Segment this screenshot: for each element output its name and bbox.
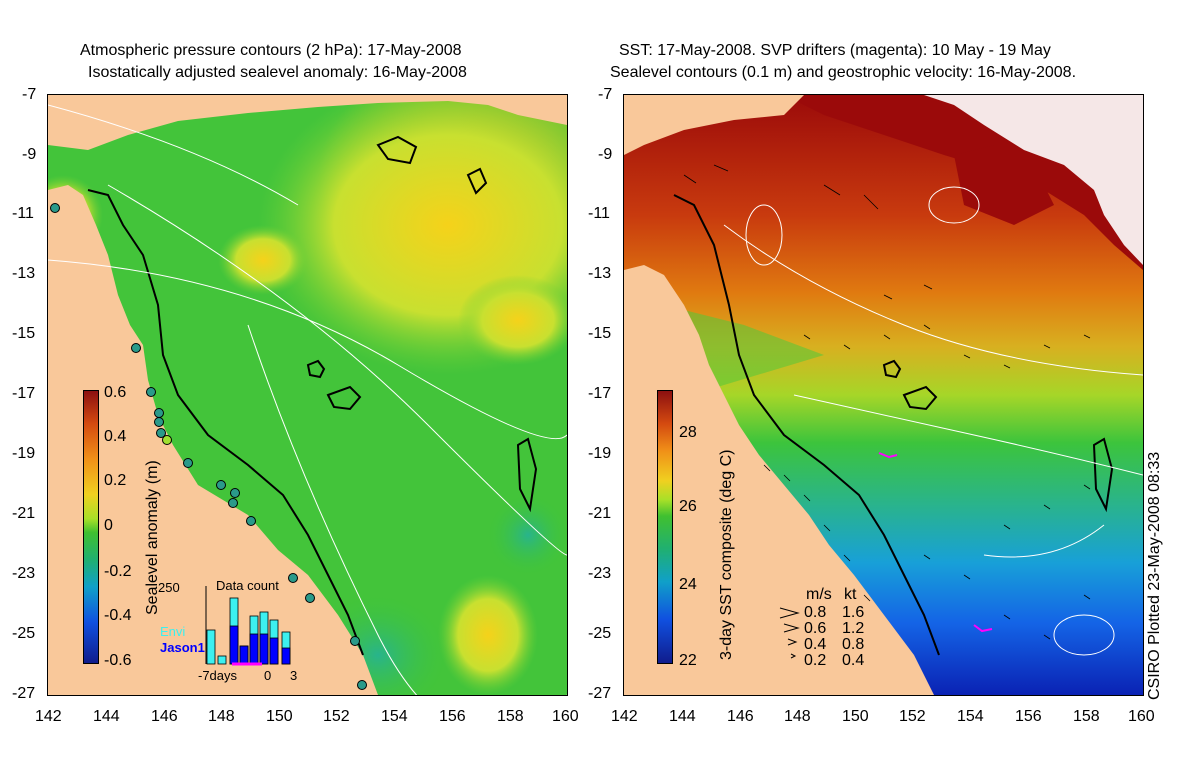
left-y-tick: -15 (12, 325, 36, 342)
left-x-tick: 160 (552, 708, 579, 725)
right-y-tick: -23 (588, 565, 612, 582)
right-cb-tick: 22 (679, 652, 697, 669)
inset-x-label: 0 (264, 668, 272, 683)
right-colorbar (657, 390, 673, 664)
left-colorbar (83, 390, 99, 664)
left-x-tick: 146 (151, 708, 178, 725)
right-x-tick: 154 (957, 708, 984, 725)
left-y-tick: -11 (12, 205, 34, 222)
left-y-tick: -13 (12, 265, 36, 282)
data-count-inset: Data count 250 Envi Jason1 -7days 0 3 (158, 578, 303, 683)
left-cb-tick: -0.6 (104, 652, 132, 669)
left-cb-tick: 0 (104, 517, 113, 534)
right-y-tick: -7 (598, 86, 613, 103)
left-y-tick: -23 (12, 565, 36, 582)
right-y-tick: -11 (588, 205, 610, 222)
right-x-tick: 152 (899, 708, 926, 725)
velocity-row-ms: 0.4 (804, 636, 827, 653)
velocity-row-kt: 0.4 (842, 652, 865, 669)
inset-bars (205, 586, 291, 666)
right-y-tick: -15 (588, 325, 612, 342)
velocity-row-ms: 0.6 (804, 620, 827, 637)
right-x-tick: 144 (669, 708, 696, 725)
left-x-tick: 156 (439, 708, 466, 725)
right-x-tick: 142 (611, 708, 638, 725)
right-cb-tick: 26 (679, 498, 697, 515)
credit-text: CSIRO Plotted 23-May-2008 08:33 (1146, 451, 1163, 700)
right-y-tick: -21 (588, 505, 612, 522)
right-y-tick: -25 (588, 625, 612, 642)
left-x-tick: 148 (208, 708, 235, 725)
right-x-tick: 148 (784, 708, 811, 725)
inset-x-label: -7days (198, 668, 238, 683)
left-title-line2: Isostatically adjusted sealevel anomaly:… (88, 64, 467, 81)
left-y-tick: -25 (12, 625, 36, 642)
right-map (623, 94, 1144, 696)
right-cb-tick: 24 (679, 576, 697, 593)
left-x-tick: 152 (323, 708, 350, 725)
left-cb-tick: 0.2 (104, 472, 127, 489)
inset-legend-jason: Jason1 (160, 640, 205, 655)
left-map (47, 94, 568, 696)
velocity-header-ms: m/s (806, 586, 832, 603)
right-x-tick: 158 (1073, 708, 1100, 725)
velocity-arrows (779, 607, 800, 659)
right-y-tick: -9 (598, 146, 613, 163)
velocity-row-kt: 1.6 (842, 604, 865, 621)
left-y-tick: -17 (12, 385, 36, 402)
left-cb-tick: -0.2 (104, 563, 132, 580)
left-x-tick: 158 (497, 708, 524, 725)
inset-y-max: 250 (158, 580, 180, 595)
right-colorbar-label: 3-day SST composite (deg C) (718, 449, 735, 660)
velocity-legend: m/s kt 0.8 1.6 0.6 1.2 0.4 0.8 0.2 0.4 (778, 586, 878, 669)
left-cb-tick: 0.4 (104, 428, 127, 445)
right-title-line2: Sealevel contours (0.1 m) and geostrophi… (610, 64, 1077, 81)
velocity-row-kt: 0.8 (842, 636, 865, 653)
inset-legend-envi: Envi (160, 624, 186, 639)
left-x-tick: 150 (266, 708, 293, 725)
right-x-tick: 156 (1015, 708, 1042, 725)
velocity-header-kt: kt (844, 586, 857, 603)
left-cb-tick: 0.6 (104, 384, 127, 401)
velocity-row-kt: 1.2 (842, 620, 865, 637)
velocity-row-ms: 0.2 (804, 652, 827, 669)
right-y-tick: -27 (588, 685, 612, 702)
left-title-line1: Atmospheric pressure contours (2 hPa): 1… (80, 42, 462, 59)
left-y-tick: -27 (12, 685, 36, 702)
right-x-tick: 150 (842, 708, 869, 725)
right-x-tick: 146 (727, 708, 754, 725)
left-cb-tick: -0.4 (104, 607, 132, 624)
velocity-row-ms: 0.8 (804, 604, 827, 621)
right-y-tick: -13 (588, 265, 612, 282)
left-x-tick: 144 (93, 708, 120, 725)
left-y-tick: -7 (22, 86, 37, 103)
right-cb-tick: 28 (679, 424, 697, 441)
left-x-tick: 142 (35, 708, 62, 725)
right-x-tick: 160 (1128, 708, 1155, 725)
inset-x-label: 3 (290, 668, 298, 683)
right-y-tick: -19 (588, 445, 612, 462)
left-y-tick: -21 (12, 505, 36, 522)
inset-title: Data count (216, 578, 279, 593)
left-y-tick: -9 (22, 146, 37, 163)
left-x-tick: 154 (381, 708, 408, 725)
right-title-line1: SST: 17-May-2008. SVP drifters (magenta)… (619, 42, 1051, 59)
left-y-tick: -19 (12, 445, 36, 462)
right-y-tick: -17 (588, 385, 612, 402)
